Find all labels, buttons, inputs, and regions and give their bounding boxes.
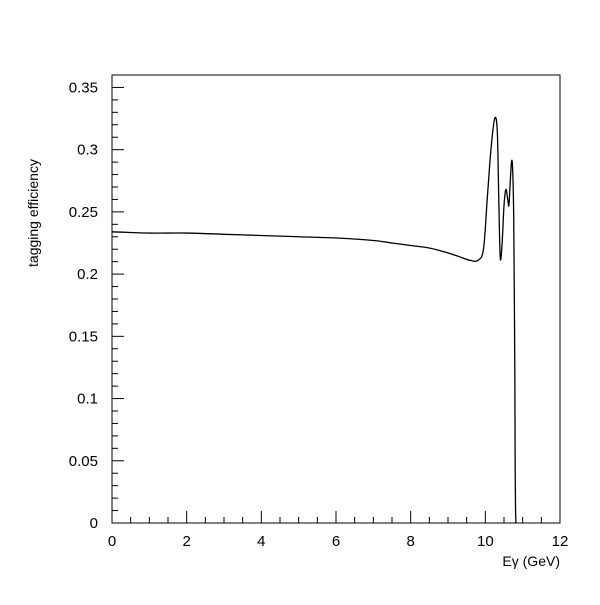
y-axis-ticks <box>112 74 124 524</box>
series-layer <box>111 116 517 524</box>
y-tick-label: 0.3 <box>77 142 98 159</box>
x-tick-label: 2 <box>182 533 190 550</box>
y-tick-label: 0.15 <box>69 328 98 345</box>
y-tick-label: 0.25 <box>69 204 98 221</box>
x-tick-label: 12 <box>552 533 569 550</box>
series-line <box>111 116 517 524</box>
y-tick-label: 0.2 <box>77 266 98 283</box>
x-tick-label: 6 <box>332 533 340 550</box>
x-tick-label: 10 <box>477 533 494 550</box>
y-tick-label: 0 <box>90 515 98 532</box>
y-axis-title: tagging efficiency <box>25 159 41 267</box>
x-axis-ticks <box>111 511 561 523</box>
x-tick-label: 4 <box>257 533 265 550</box>
x-axis-title: Eγ (GeV) <box>502 553 560 569</box>
x-tick-label: 0 <box>108 533 116 550</box>
x-axis-tick-labels: 0 2 4 6 8 10 12 <box>108 533 569 550</box>
y-tick-label: 0.05 <box>69 453 98 470</box>
plot-frame <box>111 74 561 524</box>
x-tick-label: 8 <box>406 533 414 550</box>
y-tick-label: 0.1 <box>77 391 98 408</box>
y-axis-tick-labels: 0 0.05 0.1 0.15 0.2 0.25 0.3 0.35 <box>69 79 98 532</box>
y-tick-label: 0.35 <box>69 79 98 96</box>
